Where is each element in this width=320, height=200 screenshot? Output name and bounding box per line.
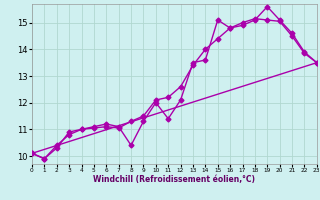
X-axis label: Windchill (Refroidissement éolien,°C): Windchill (Refroidissement éolien,°C) — [93, 175, 255, 184]
